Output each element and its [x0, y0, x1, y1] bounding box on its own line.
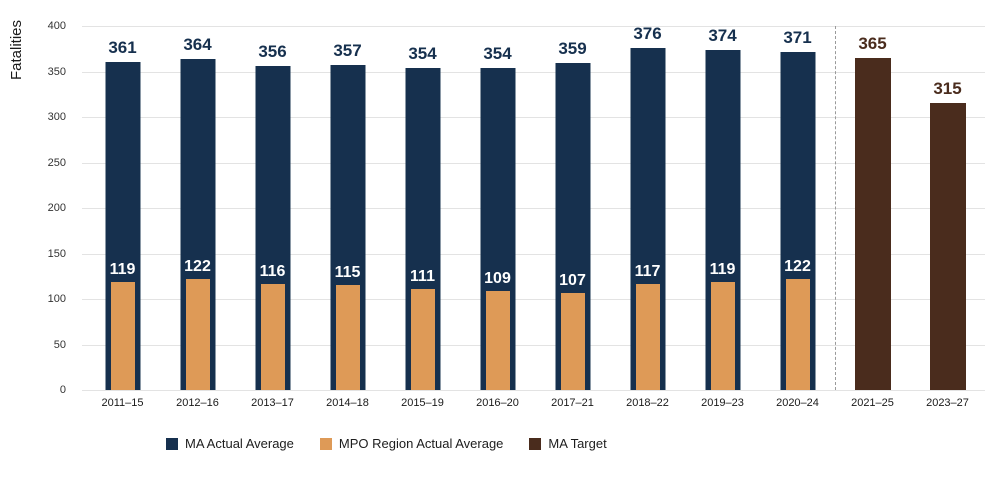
- bar-value-label: 354: [408, 43, 437, 63]
- bar-value-label: 364: [183, 34, 212, 54]
- legend-label-ma-target: MA Target: [548, 436, 607, 451]
- bar-mpo-actual: [110, 281, 135, 390]
- bar-mpo-actual: [635, 283, 660, 390]
- legend-item-ma-target: MA Target: [529, 436, 607, 451]
- bar-value-label: 361: [108, 37, 137, 57]
- bar-value-label: 371: [783, 28, 812, 48]
- target-separator-dashed-line: [835, 26, 836, 390]
- bar-value-label: 115: [334, 264, 361, 282]
- bar-value-label: 119: [109, 260, 136, 278]
- category-slot: 374 119: [685, 26, 760, 390]
- x-axis-label: 2014–18: [326, 397, 369, 409]
- x-axis-label: 2023–27: [926, 397, 969, 409]
- gridline: [82, 117, 985, 118]
- gridline: [82, 26, 985, 27]
- category-slot: 357 115: [310, 26, 385, 390]
- bar-value-label: 365: [858, 33, 887, 53]
- gridline: [82, 344, 985, 346]
- x-axis-label: 2019–23: [701, 397, 744, 409]
- category-slot: 356 116: [235, 26, 310, 390]
- plot-area: 361 119 364 122 356 116 357 115 354 111 354 109 359 1…: [85, 23, 985, 390]
- legend-item-ma-actual: MA Actual Average: [166, 436, 294, 451]
- x-axis-label: 2021–25: [851, 397, 894, 409]
- legend-swatch-ma-actual: [166, 437, 178, 450]
- y-axis-tick: 200: [47, 202, 66, 214]
- bar-value-label: 122: [184, 257, 211, 275]
- bar-ma-target: [929, 103, 966, 390]
- legend-swatch-ma-target: [529, 437, 542, 450]
- x-axis-label: 2017–21: [551, 397, 594, 409]
- bar-value-label: 356: [258, 42, 287, 62]
- plot-gridlines: [82, 26, 985, 391]
- legend-label-ma-actual: MA Actual Average: [185, 436, 294, 451]
- y-axis-tick: 250: [47, 156, 66, 169]
- bar-mpo-actual: [785, 278, 810, 390]
- bar-value-label: 119: [709, 260, 736, 278]
- bar-value-label: 376: [633, 23, 662, 43]
- gridline: [82, 208, 985, 209]
- legend-label-mpo-actual: MPO Region Actual Average: [338, 436, 504, 451]
- category-slot: 364 122: [160, 26, 235, 390]
- bar-value-label: 359: [558, 39, 587, 59]
- y-axis-tick: 400: [47, 20, 66, 32]
- bar-value-label: 122: [784, 257, 811, 275]
- category-slot: 354 111: [385, 26, 460, 390]
- gridline: [82, 71, 985, 73]
- bar-ma-target: [854, 57, 891, 390]
- category-slot: 315: [910, 26, 985, 390]
- x-axis-label: 2016–20: [476, 397, 519, 409]
- bar-mpo-actual: [335, 285, 360, 390]
- category-slot: 361 119: [85, 26, 160, 390]
- bar-value-label: 357: [333, 41, 362, 61]
- y-axis-tick: 50: [53, 338, 66, 351]
- y-axis: 0 50 100 150 200 250 300 350 400: [0, 20, 66, 396]
- bar-value-label: 315: [933, 79, 962, 99]
- bar-mpo-actual: [410, 289, 435, 390]
- bar-mpo-actual: [560, 292, 585, 390]
- bar-value-label: 117: [634, 262, 661, 280]
- bar-value-label: 107: [559, 271, 586, 289]
- y-axis-tick: 350: [47, 65, 66, 78]
- x-axis-label: 2012–16: [176, 397, 219, 409]
- legend: MA Actual Average MPO Region Actual Aver…: [166, 436, 607, 451]
- legend-item-mpo-actual: MPO Region Actual Average: [319, 436, 504, 451]
- category-slot: 354 109: [460, 26, 535, 390]
- gridline: [82, 299, 985, 300]
- gridline: [82, 162, 985, 164]
- y-axis-tick: 150: [47, 247, 66, 260]
- bar-value-label: 374: [708, 25, 737, 45]
- category-slot: 365: [835, 26, 910, 390]
- bar-value-label: 354: [483, 43, 512, 63]
- bar-mpo-actual: [485, 290, 510, 390]
- x-axis-label: 2013–17: [251, 397, 294, 409]
- x-axis-label: 2018–22: [626, 397, 669, 409]
- y-axis-tick: 300: [47, 111, 66, 123]
- x-axis-label: 2011–15: [101, 397, 144, 409]
- bar-mpo-actual: [185, 278, 210, 390]
- x-axis: 2011–15 2012–16 2013–17 2014–18 2015–19 2016–…: [85, 397, 985, 409]
- y-axis-tick: 100: [47, 293, 66, 305]
- gridline: [82, 253, 985, 255]
- category-slot: 376 117: [610, 23, 685, 390]
- bar-value-label: 116: [259, 263, 286, 281]
- bar-mpo-actual: [260, 284, 285, 390]
- bar-value-label: 111: [410, 268, 435, 285]
- legend-swatch-mpo-actual: [319, 437, 332, 450]
- category-slot: 359 107: [535, 26, 610, 390]
- x-axis-label: 2020–24: [776, 397, 819, 409]
- y-axis-tick: 0: [59, 384, 66, 396]
- x-axis-label: 2015–19: [401, 397, 444, 409]
- category-slot: 371 122: [760, 26, 835, 390]
- gridline: [82, 390, 985, 391]
- bar-value-label: 109: [484, 269, 511, 287]
- bar-mpo-actual: [710, 281, 735, 390]
